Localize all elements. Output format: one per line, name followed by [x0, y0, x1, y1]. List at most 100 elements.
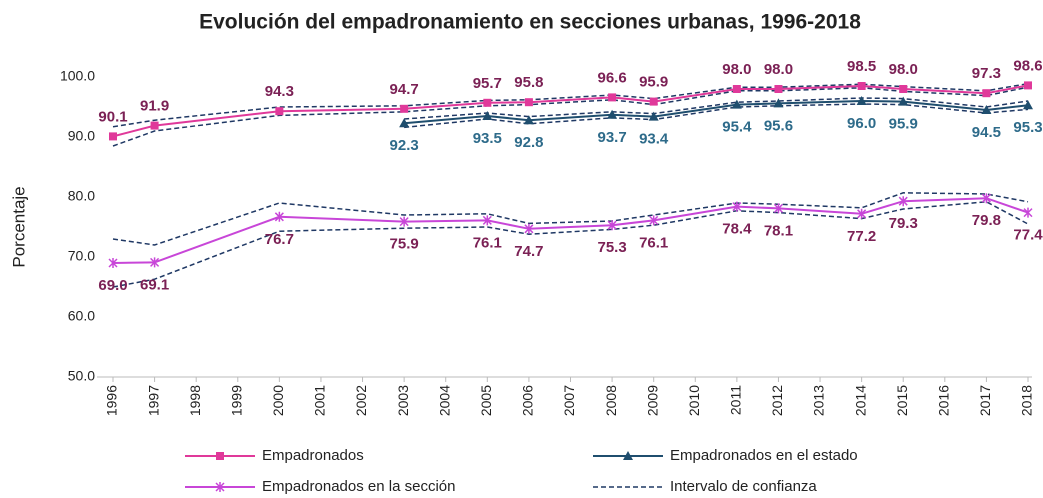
- data-label: 95.9: [889, 116, 918, 133]
- data-label: 94.3: [265, 83, 294, 100]
- marker: [275, 107, 284, 116]
- marker: [1024, 81, 1032, 90]
- data-label: 76.1: [639, 234, 668, 251]
- y-tick-label: 50.0: [68, 368, 95, 384]
- data-label: 79.8: [972, 212, 1001, 229]
- data-label: 98.0: [764, 61, 793, 78]
- data-label: 78.1: [764, 222, 793, 239]
- marker: [400, 104, 409, 113]
- marker: [523, 115, 534, 125]
- marker: [623, 451, 633, 460]
- data-label: 98.0: [722, 61, 751, 78]
- marker: [857, 208, 867, 219]
- data-label: 95.8: [514, 74, 543, 91]
- marker: [981, 105, 992, 114]
- legend-label: Empadronados en el estado: [670, 447, 858, 464]
- data-label: 95.6: [764, 117, 793, 134]
- data-label: 69.0: [98, 277, 127, 294]
- marker: [731, 99, 742, 109]
- marker: [524, 223, 534, 234]
- x-tick-label: 1999: [228, 385, 244, 416]
- x-tick-label: 2005: [478, 385, 494, 416]
- data-label: 91.9: [140, 98, 169, 115]
- marker: [608, 93, 617, 102]
- marker: [649, 97, 658, 106]
- x-tick-label: 2013: [811, 385, 827, 416]
- marker: [649, 215, 659, 226]
- x-tick-label: 2003: [395, 385, 411, 416]
- x-tick-label: 2002: [353, 385, 369, 416]
- data-label: 93.5: [473, 130, 502, 147]
- x-tick-label: 2004: [436, 385, 452, 416]
- data-label: 76.7: [265, 231, 294, 248]
- x-tick-label: 2009: [644, 385, 660, 416]
- x-tick-label: 2011: [728, 385, 744, 415]
- marker: [215, 482, 225, 492]
- y-tick-label: 100.0: [60, 68, 95, 84]
- marker: [899, 85, 908, 93]
- data-label: 93.4: [639, 131, 669, 148]
- data-label: 98.6: [1013, 57, 1042, 74]
- marker: [150, 121, 159, 130]
- marker: [898, 96, 909, 106]
- marker: [216, 452, 224, 460]
- data-label: 92.3: [390, 137, 419, 154]
- marker: [607, 109, 618, 119]
- marker: [981, 193, 991, 204]
- legend-label: Intervalo de confianza: [670, 478, 817, 495]
- x-tick-label: 1998: [187, 385, 203, 416]
- y-tick-label: 60.0: [68, 308, 95, 324]
- data-label: 74.7: [514, 243, 543, 260]
- x-tick-label: 1996: [104, 385, 120, 416]
- marker: [732, 85, 741, 93]
- y-tick-label: 90.0: [68, 128, 95, 144]
- marker: [482, 111, 493, 120]
- x-tick-label: 2007: [561, 385, 577, 416]
- legend-label: Empadronados: [262, 447, 364, 464]
- legend-label: Empadronados en la sección: [262, 478, 455, 495]
- marker: [773, 98, 784, 108]
- x-tick-label: 2012: [769, 385, 785, 416]
- data-label: 93.7: [597, 129, 626, 146]
- x-tick-label: 2008: [603, 385, 619, 416]
- marker: [732, 201, 742, 212]
- x-tick-label: 2017: [977, 385, 993, 416]
- x-tick-label: 2001: [312, 385, 328, 416]
- marker: [648, 111, 659, 121]
- marker: [274, 211, 284, 222]
- marker: [898, 196, 908, 207]
- marker: [482, 215, 492, 226]
- data-label: 77.2: [847, 228, 876, 245]
- marker: [108, 258, 118, 268]
- x-tick-label: 2015: [894, 385, 910, 416]
- data-label: 76.1: [473, 234, 502, 251]
- marker: [524, 98, 533, 107]
- data-label: 79.3: [889, 215, 918, 232]
- x-tick-label: 2018: [1019, 385, 1035, 416]
- data-label: 75.3: [597, 239, 626, 256]
- y-axis-label: Porcentaje: [9, 186, 28, 267]
- marker: [856, 96, 867, 105]
- marker: [399, 216, 409, 227]
- data-label: 78.4: [722, 221, 752, 238]
- y-tick-label: 80.0: [68, 188, 95, 204]
- x-tick-label: 2016: [936, 385, 952, 416]
- marker: [607, 220, 617, 231]
- x-tick-label: 2000: [270, 385, 286, 416]
- x-tick-label: 2010: [686, 385, 702, 416]
- marker: [1023, 207, 1033, 218]
- marker: [982, 89, 991, 98]
- confidence-line: [112, 86, 1029, 147]
- x-tick-label: 1997: [145, 385, 161, 416]
- marker: [483, 98, 492, 107]
- data-label: 90.1: [98, 108, 127, 125]
- data-label: 95.9: [639, 74, 668, 91]
- marker: [399, 118, 410, 128]
- data-label: 95.3: [1013, 119, 1042, 136]
- confidence-line: [112, 201, 1029, 288]
- data-label: 77.4: [1013, 227, 1043, 244]
- data-label: 94.5: [972, 124, 1001, 141]
- data-label: 75.9: [390, 236, 419, 253]
- data-label: 97.3: [972, 65, 1001, 82]
- data-label: 95.7: [473, 75, 502, 92]
